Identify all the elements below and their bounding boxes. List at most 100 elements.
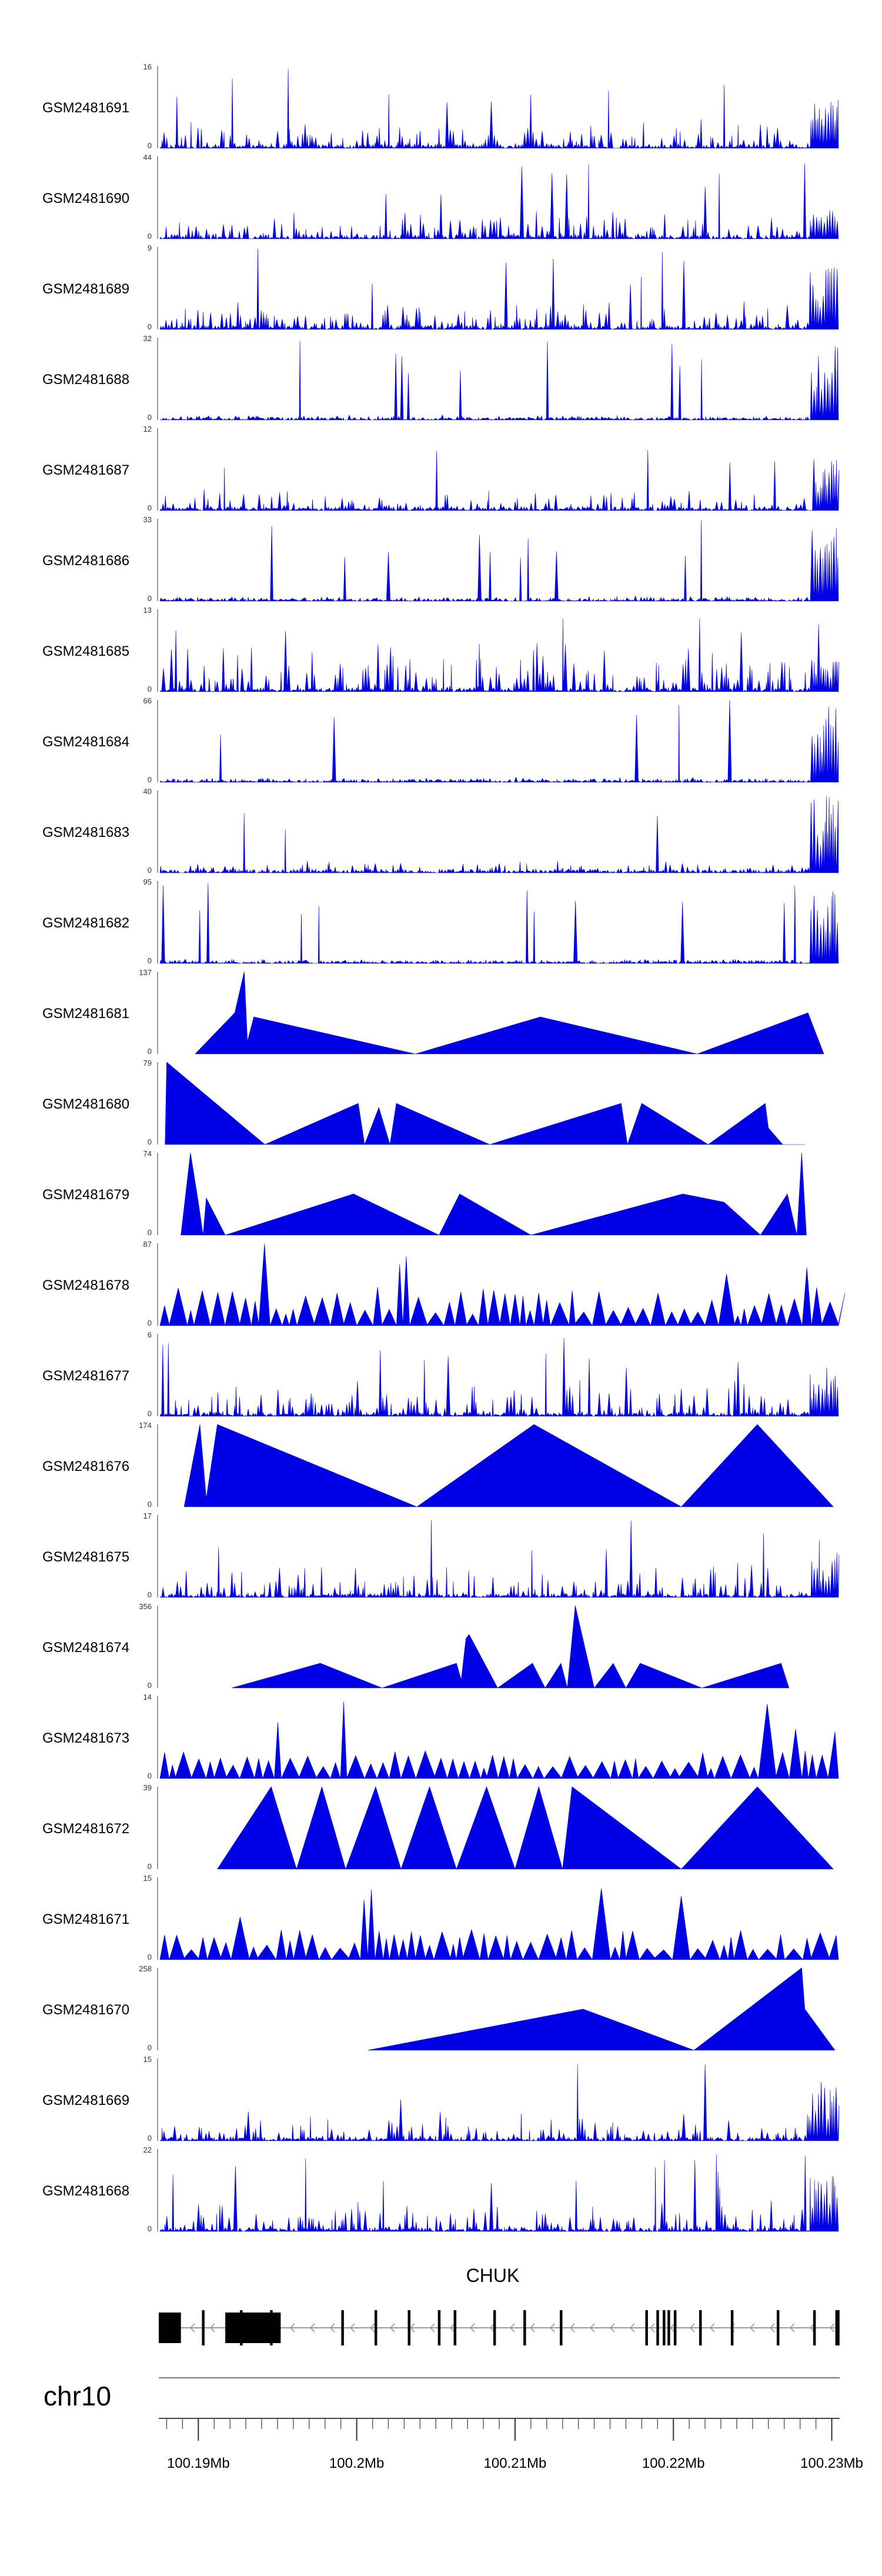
gene-exon bbox=[374, 2310, 377, 2345]
track-ymin-label: 0 bbox=[148, 1953, 152, 1961]
track-GSM2481670: GSM2481670 258 0 bbox=[42, 1964, 836, 2052]
track-ymin-label: 0 bbox=[148, 322, 152, 331]
track-signal-area bbox=[159, 163, 839, 240]
track-label: GSM2481673 bbox=[42, 1730, 129, 1746]
track-ymin-label: 0 bbox=[148, 1590, 152, 1599]
gene-exon bbox=[699, 2310, 702, 2345]
chromosome-label: chr10 bbox=[44, 2381, 111, 2411]
track-label: GSM2481683 bbox=[42, 825, 129, 840]
track-signal-area bbox=[159, 796, 839, 874]
axis-tick-label: 100.19Mb bbox=[167, 2455, 230, 2471]
track-ymax-label: 32 bbox=[143, 334, 152, 343]
track-ymax-label: 33 bbox=[143, 515, 152, 524]
track-GSM2481685: GSM2481685 13 0 bbox=[42, 606, 839, 693]
gene-exon bbox=[673, 2310, 677, 2345]
track-ymin-label: 0 bbox=[148, 956, 152, 965]
strand-arrow bbox=[309, 2323, 315, 2333]
gene-exon bbox=[663, 2310, 666, 2345]
track-signal-area bbox=[159, 1888, 839, 1961]
gene-exon bbox=[341, 2310, 344, 2345]
track-GSM2481673: GSM2481673 14 0 bbox=[42, 1693, 839, 1780]
track-ymin-label: 0 bbox=[148, 232, 152, 241]
track-label: GSM2481691 bbox=[42, 100, 129, 116]
axis-tick-label: 100.23Mb bbox=[800, 2455, 863, 2471]
track-signal-area bbox=[368, 1967, 836, 2051]
track-label: GSM2481688 bbox=[42, 372, 129, 388]
strand-arrow bbox=[789, 2323, 795, 2333]
track-signal-area bbox=[159, 1701, 839, 1780]
track-GSM2481668: GSM2481668 22 0 bbox=[42, 2145, 839, 2233]
gene-exon bbox=[407, 2310, 410, 2345]
strand-arrow bbox=[809, 2323, 815, 2333]
track-label: GSM2481678 bbox=[42, 1277, 129, 1293]
track-ymax-label: 13 bbox=[143, 606, 152, 615]
axis-tick-label: 100.22Mb bbox=[642, 2455, 705, 2471]
track-ymax-label: 356 bbox=[139, 1602, 152, 1611]
track-ymin-label: 0 bbox=[148, 2224, 152, 2233]
track-ymax-label: 12 bbox=[143, 425, 152, 433]
strand-arrow bbox=[669, 2323, 675, 2333]
track-label: GSM2481681 bbox=[42, 1006, 129, 1022]
track-ymax-label: 17 bbox=[143, 1511, 152, 1520]
track-GSM2481669: GSM2481669 15 0 bbox=[42, 2055, 840, 2143]
track-label: GSM2481690 bbox=[42, 191, 129, 206]
track-signal-area bbox=[165, 1062, 805, 1146]
gene-exon bbox=[493, 2310, 496, 2345]
track-signal-area bbox=[231, 1605, 790, 1689]
track-signal-area bbox=[183, 1424, 834, 1507]
strand-arrow bbox=[629, 2323, 635, 2333]
track-ymax-label: 6 bbox=[148, 1330, 152, 1339]
gene-exon bbox=[645, 2310, 648, 2345]
track-ymin-label: 0 bbox=[148, 685, 152, 693]
strand-arrow bbox=[209, 2323, 215, 2333]
track-ymax-label: 15 bbox=[143, 1874, 152, 1883]
gene-exon bbox=[437, 2310, 441, 2345]
strand-arrow bbox=[469, 2323, 475, 2333]
strand-arrow bbox=[509, 2323, 515, 2333]
track-ymax-label: 66 bbox=[143, 696, 152, 705]
track-signal-area bbox=[159, 450, 840, 512]
track-label: GSM2481680 bbox=[42, 1096, 129, 1112]
gene-model-track: CHUK bbox=[159, 2265, 840, 2345]
gene-exon bbox=[523, 2310, 526, 2345]
track-GSM2481684: GSM2481684 66 0 bbox=[42, 696, 839, 784]
track-ymin-label: 0 bbox=[148, 141, 152, 150]
track-GSM2481683: GSM2481683 40 0 bbox=[42, 787, 839, 875]
strand-arrow bbox=[289, 2323, 295, 2333]
track-label: GSM2481685 bbox=[42, 643, 129, 659]
gene-exon bbox=[813, 2310, 816, 2345]
track-ymax-label: 39 bbox=[143, 1783, 152, 1792]
strand-arrow bbox=[329, 2323, 335, 2333]
track-ymin-label: 0 bbox=[148, 1228, 152, 1237]
gene-exon bbox=[667, 2310, 670, 2345]
strand-arrow bbox=[609, 2323, 615, 2333]
gene-name: CHUK bbox=[466, 2265, 520, 2286]
strand-arrow bbox=[649, 2323, 655, 2333]
track-ymin-label: 0 bbox=[148, 1409, 152, 1418]
track-ymin-label: 0 bbox=[148, 1047, 152, 1056]
track-ymin-label: 0 bbox=[148, 2043, 152, 2052]
track-GSM2481674: GSM2481674 356 0 bbox=[42, 1602, 790, 1690]
gene-exon bbox=[202, 2310, 205, 2345]
track-ymax-label: 40 bbox=[143, 787, 152, 796]
track-signal-area bbox=[159, 248, 839, 331]
track-GSM2481678: GSM2481678 87 0 bbox=[42, 1240, 846, 1327]
track-ymax-label: 14 bbox=[143, 1693, 152, 1701]
track-ymin-label: 0 bbox=[148, 1319, 152, 1327]
track-GSM2481688: GSM2481688 32 0 bbox=[42, 334, 839, 422]
track-GSM2481677: GSM2481677 6 0 bbox=[42, 1330, 839, 1418]
strand-arrow bbox=[589, 2323, 595, 2333]
track-label: GSM2481686 bbox=[42, 553, 129, 569]
track-signal-area bbox=[159, 618, 839, 693]
track-label: GSM2481682 bbox=[42, 915, 129, 931]
track-GSM2481679: GSM2481679 74 0 bbox=[42, 1149, 807, 1237]
genome-axis: chr10 100.19Mb 100.2Mb 100.21Mb 100.22Mb 100… bbox=[44, 2377, 863, 2471]
track-ymax-label: 15 bbox=[143, 2055, 152, 2064]
gene-exon-block bbox=[159, 2313, 181, 2343]
axis-tick-label: 100.2Mb bbox=[329, 2455, 384, 2471]
track-ymin-label: 0 bbox=[148, 1771, 152, 1780]
track-signal-area bbox=[195, 971, 824, 1055]
strand-arrow bbox=[709, 2323, 715, 2333]
coverage-tracks: GSM2481691160GSM2481690440GSM248168990GS… bbox=[42, 62, 846, 2233]
